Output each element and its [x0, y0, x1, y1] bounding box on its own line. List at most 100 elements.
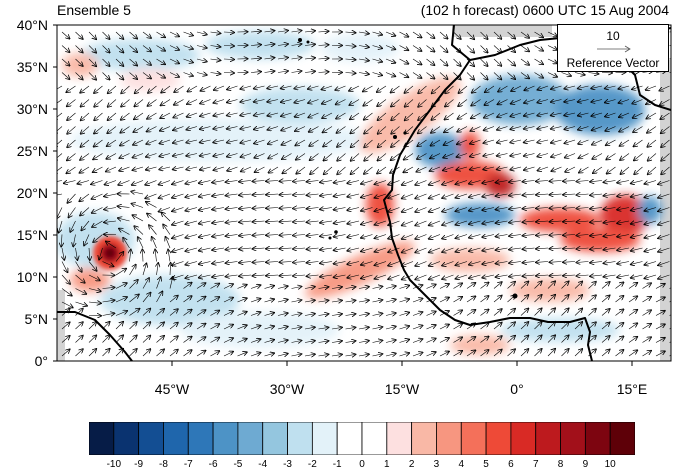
wind-vector — [563, 208, 576, 209]
wind-vector — [480, 350, 489, 357]
wind-vector — [129, 280, 138, 289]
wind-vector — [69, 207, 76, 218]
wind-vector — [442, 274, 454, 279]
wind-vector — [388, 180, 400, 185]
wind-vector — [277, 71, 288, 73]
wind-vector — [496, 248, 508, 250]
wind-vector — [605, 112, 616, 117]
wind-vector — [183, 296, 192, 303]
wind-vector — [173, 126, 184, 131]
wind-vector — [210, 59, 221, 60]
wind-vector — [482, 208, 495, 211]
wind-vector — [89, 247, 90, 260]
wind-vector — [118, 218, 130, 221]
wind-vector — [497, 154, 508, 156]
wind-vector — [551, 127, 562, 130]
wind-vector — [350, 99, 360, 106]
wind-vector — [417, 166, 427, 172]
wind-vector — [293, 235, 306, 236]
wind-vector — [186, 140, 198, 143]
wind-vector — [183, 31, 193, 36]
wind-vector — [601, 350, 610, 357]
wind-vector — [123, 238, 130, 249]
wind-vector — [196, 73, 207, 76]
wind-vector — [563, 221, 576, 222]
wind-vector — [223, 46, 234, 47]
wind-vector — [304, 300, 315, 302]
wind-vector — [469, 247, 481, 251]
wind-vector — [378, 139, 387, 147]
wind-vector — [227, 154, 238, 157]
wind-vector — [304, 287, 315, 289]
wind-vector — [67, 112, 76, 120]
wind-vector — [223, 32, 234, 33]
wind-vector — [480, 45, 488, 53]
lat-label-5n: 5°N — [24, 311, 49, 327]
wind-vector — [547, 308, 555, 316]
wind-vector — [648, 166, 657, 174]
wind-vector — [631, 235, 643, 238]
wind-vector — [550, 235, 562, 236]
wind-vector — [159, 154, 171, 157]
wind-vector — [61, 349, 70, 357]
wind-vector — [538, 166, 549, 171]
wind-vector — [391, 139, 400, 147]
wind-vector — [347, 181, 360, 184]
wind-vector — [453, 31, 461, 39]
wind-vector — [590, 248, 603, 249]
wind-vector — [470, 167, 481, 170]
wind-vector — [498, 85, 508, 92]
wind-vector — [617, 275, 630, 277]
wind-vector — [239, 181, 252, 182]
wind-vector — [645, 274, 657, 278]
wind-vector — [480, 310, 489, 316]
wind-vector — [645, 261, 657, 265]
colorbar-swatch — [510, 422, 537, 455]
wind-vector — [210, 46, 221, 47]
wind-vector — [458, 112, 468, 119]
wind-vector — [591, 86, 603, 88]
wind-vector — [480, 72, 488, 80]
wind-vector — [509, 275, 522, 277]
wind-vector — [320, 181, 333, 183]
wind-vector — [239, 275, 252, 276]
wind-vector — [267, 113, 279, 116]
wind-vector — [628, 323, 637, 330]
wind-vector — [277, 58, 288, 60]
wind-vector — [402, 220, 414, 225]
wind-vector — [547, 72, 557, 77]
wind-vector — [547, 45, 557, 50]
wind-vector — [88, 58, 96, 66]
wind-vector — [334, 235, 346, 237]
wind-vector — [412, 312, 422, 316]
wind-vector — [115, 349, 123, 357]
wind-vector — [431, 139, 441, 146]
wind-vector — [345, 327, 356, 329]
wind-vector — [632, 99, 643, 104]
wind-vector — [459, 85, 468, 93]
wind-vector — [159, 167, 171, 170]
wind-vector — [399, 45, 409, 51]
wind-vector — [361, 193, 373, 197]
wind-vector — [61, 288, 72, 296]
wind-vector — [75, 309, 83, 316]
wind-vector — [347, 221, 360, 224]
wind-vector — [250, 299, 260, 302]
wind-vector — [254, 153, 265, 158]
wind-vector — [88, 72, 96, 80]
wind-vector — [453, 310, 463, 316]
wind-vector — [534, 45, 544, 51]
wind-vector — [647, 112, 657, 119]
colorbar-tick-label: -10 — [106, 459, 122, 470]
wind-vector — [148, 85, 157, 93]
wind-vector — [172, 247, 184, 252]
wind-vector — [561, 336, 569, 343]
wind-vector — [75, 322, 83, 330]
wind-vector — [426, 339, 436, 343]
wind-vector — [307, 275, 319, 276]
wind-vector — [161, 99, 171, 106]
wind-vector — [81, 112, 90, 120]
wind-vector — [372, 354, 383, 356]
wind-vector — [412, 339, 422, 343]
wind-vector — [551, 86, 562, 89]
